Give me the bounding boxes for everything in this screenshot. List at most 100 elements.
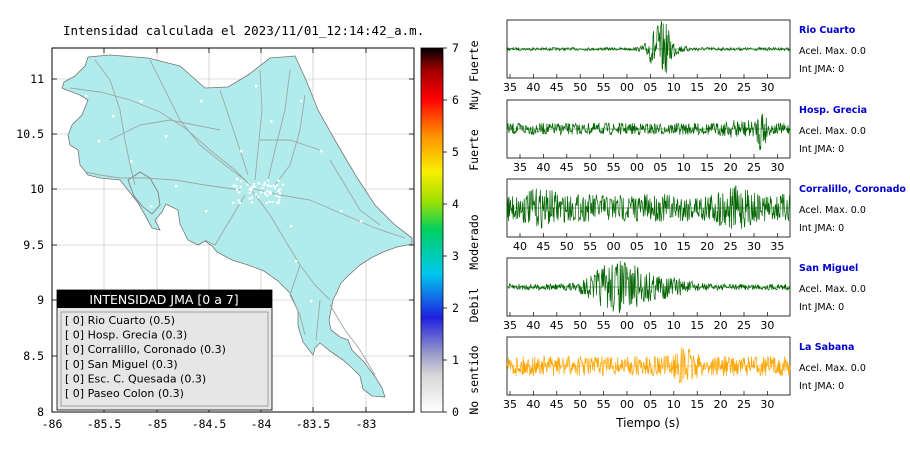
waveform-xtick-label: 10 [653,240,667,253]
waveform-xtick-label: 15 [690,81,704,94]
colorbar-tick-label: 4 [452,197,459,211]
station-int-jma: Int JMA: 0 [799,223,844,234]
waveform-trace [506,21,791,74]
intensity-legend: INTENSIDAD JMA [0 a 7] [ 0] Rio Cuarto (… [56,289,273,411]
waveform-xtick-label: 55 [597,398,611,411]
colorbar-tick-label: 1 [452,353,459,367]
station-acel-max: Acel. Max. 0.0 [799,284,866,295]
waveform-panel: 35 40 45 50 55 00 05 10 15 20 25 30 La Sabana Acel. M… [503,336,866,411]
station-marker [278,188,282,191]
colorbar-intensity-label: Debil [467,288,481,323]
station-marker [260,191,263,194]
waveform-xtick-label: 50 [560,240,574,253]
waveform-xtick-label: 15 [700,161,714,174]
road-line [69,87,251,186]
legend-row: [ 0] Hosp. Grecia (0.3) [65,329,187,342]
station-marker [290,225,293,228]
station-marker [248,197,251,200]
station-marker [246,183,249,186]
road-line [109,119,221,141]
waveform-xtick-label: 20 [714,81,728,94]
station-marker [235,188,239,191]
waveform-xtick-label: 40 [513,240,527,253]
legend-row: [ 0] Esc. C. Quesada (0.3) [65,372,206,385]
station-marker [140,100,143,103]
map-ytick-label: 8 [37,405,44,419]
waveform-xtick-label: 05 [643,398,657,411]
station-marker [250,196,253,199]
waveform-xtick-label: 40 [526,319,540,332]
station-marker [300,100,303,103]
waveform-xtick-label: 10 [667,81,681,94]
waveform-xtick-label: 10 [667,398,681,411]
waveform-xtick-label: 50 [573,81,587,94]
waveform-xtick-label: 55 [597,81,611,94]
waveform-xtick-label: 50 [573,319,587,332]
station-markers [85,65,378,353]
map-xtick-label: -83.5 [296,417,331,431]
station-int-jma: Int JMA: 0 [799,302,844,313]
road-line [274,94,306,186]
map-xtick-label: -84.5 [192,417,227,431]
station-marker [275,194,278,197]
road-line [329,304,376,376]
station-acel-max: Acel. Max. 0.0 [799,126,866,137]
station-marker [248,188,251,191]
colorbar-tick-label: 3 [452,249,459,263]
road-line [267,69,291,181]
colorbar-tick-label: 0 [452,405,459,419]
waveform-panel: 35 40 45 50 55 00 05 10 15 20 25 30 San Miguel Acel. … [503,257,866,332]
waveform-xtick-label: 20 [724,161,738,174]
road-line [120,177,241,191]
waveform-xtick-label: 30 [760,81,774,94]
station-name: La Sabana [799,342,854,353]
station-marker [238,201,242,205]
road-line [254,69,263,181]
waveform-panel: 35 40 45 50 55 00 05 10 15 20 25 30 Rio Cuarto Acel. … [503,19,866,94]
station-marker [264,193,267,196]
colorbar-gradient [420,47,444,413]
station-marker [165,135,168,138]
waveform-xtick-label: 30 [770,161,784,174]
road-line [149,59,246,181]
legend-header [57,290,272,308]
map-ytick-label: 9 [37,293,44,307]
road-line [84,171,121,179]
station-marker [250,186,253,190]
waveform-xtick-label: 45 [560,161,574,174]
waveform-xtick-label: 00 [620,81,634,94]
colorbar-intensity-label: Moderado [467,214,481,269]
station-int-jma: Int JMA: 0 [799,64,844,75]
station-marker [130,160,133,163]
waveform-xtick-label: 40 [526,81,540,94]
station-marker [252,185,255,188]
station-marker [263,191,266,194]
waveform-xtick-label: 20 [700,240,714,253]
station-marker [269,190,272,193]
map-ytick-label: 8.5 [23,349,44,363]
station-marker [375,345,378,348]
station-acel-max: Acel. Max. 0.0 [799,46,866,57]
waveform-xtick-label: 20 [714,398,728,411]
map-xtick-label: -86 [42,417,63,431]
station-marker [250,189,253,192]
road-line [204,194,246,246]
waveform-xtick-label: 35 [503,398,517,411]
station-marker [276,201,279,204]
colorbar-tick-label: 5 [452,145,459,159]
waveform-xtick-label: 40 [526,398,540,411]
waveform-xtick-label: 45 [550,398,564,411]
map-title: Intensidad calculada el 2023/11/01_12:14… [63,23,424,38]
waveform-xtick-label: 10 [677,161,691,174]
waveform-xtick-label: 05 [630,240,644,253]
waveform-xtick-label: 45 [550,319,564,332]
colorbar-tick-label: 7 [452,41,459,55]
station-name: Corralillo, Coronado [799,184,906,195]
colorbar-tick-label: 2 [452,301,459,315]
station-marker [266,190,269,193]
station-marker [232,201,235,204]
station-marker [232,184,235,187]
map-ytick-label: 10 [30,182,44,196]
waveform-xtick-label: 35 [513,161,527,174]
